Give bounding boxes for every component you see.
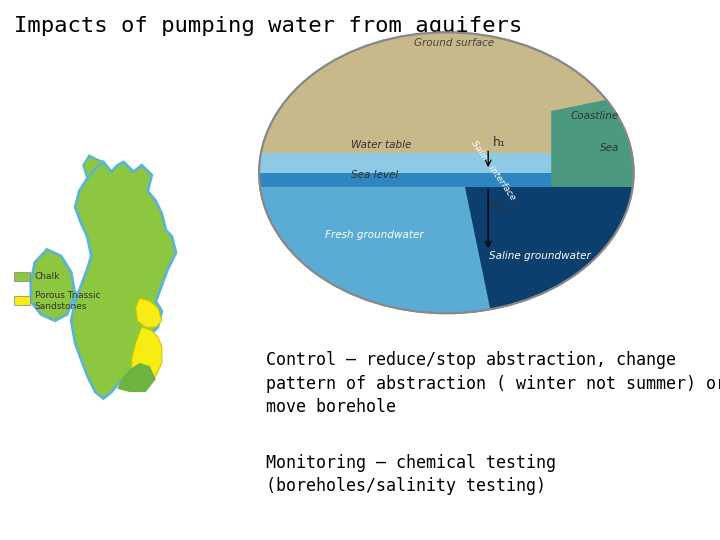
Polygon shape — [259, 173, 634, 187]
Text: Saline groundwater: Saline groundwater — [489, 251, 591, 261]
Text: Saline interface: Saline interface — [469, 139, 517, 202]
Text: h₂: h₂ — [493, 200, 506, 214]
Ellipse shape — [259, 32, 634, 313]
Ellipse shape — [259, 32, 634, 313]
Polygon shape — [259, 32, 634, 153]
Ellipse shape — [259, 32, 634, 313]
Ellipse shape — [259, 32, 634, 313]
Polygon shape — [135, 298, 162, 327]
Text: Sea level: Sea level — [351, 170, 398, 180]
Ellipse shape — [259, 32, 634, 313]
FancyBboxPatch shape — [14, 296, 30, 305]
Text: Impacts of pumping water from aquifers: Impacts of pumping water from aquifers — [14, 16, 523, 36]
Text: Water table: Water table — [351, 140, 412, 151]
Text: Monitoring – chemical testing
(boreholes/salinity testing): Monitoring – chemical testing (boreholes… — [266, 454, 557, 495]
FancyBboxPatch shape — [14, 272, 30, 281]
Text: h₁: h₁ — [493, 136, 506, 149]
Ellipse shape — [259, 32, 634, 313]
Text: Control – reduce/stop abstraction, change
pattern of abstraction ( winter not su: Control – reduce/stop abstraction, chang… — [266, 351, 720, 416]
Polygon shape — [84, 156, 104, 178]
Polygon shape — [552, 94, 634, 187]
Ellipse shape — [259, 32, 634, 313]
Polygon shape — [465, 187, 634, 313]
Polygon shape — [132, 327, 162, 386]
Text: Sea: Sea — [600, 143, 619, 153]
Text: Chalk: Chalk — [35, 272, 60, 281]
Polygon shape — [259, 178, 514, 271]
Ellipse shape — [259, 32, 634, 313]
Text: Fresh groundwater: Fresh groundwater — [325, 230, 423, 240]
Polygon shape — [71, 162, 176, 399]
Polygon shape — [259, 187, 491, 313]
Polygon shape — [259, 153, 634, 178]
Polygon shape — [31, 249, 75, 321]
Polygon shape — [259, 173, 634, 178]
Text: Coastline: Coastline — [571, 111, 619, 121]
Text: Ground surface: Ground surface — [413, 38, 494, 48]
Polygon shape — [117, 363, 156, 392]
Text: Porous Triassic
Sandstones: Porous Triassic Sandstones — [35, 291, 100, 311]
Ellipse shape — [259, 32, 634, 313]
